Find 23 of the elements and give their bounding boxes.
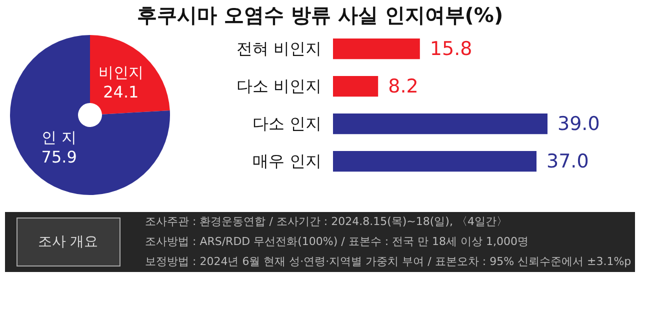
donut-slice [90, 35, 170, 114]
donut-slice [10, 35, 170, 195]
bar [333, 150, 536, 172]
text: 조사방법 : ARS/RDD 무선전화(100%) / 표본수 : 전국 만 18세 이상 1,000명 [145, 235, 529, 248]
data-label: 75.9 [41, 148, 77, 167]
bar [333, 76, 378, 97]
y-tick-label: 전혀 비인지 [236, 38, 322, 58]
data-label: 37.0 [546, 150, 589, 172]
bar [333, 38, 420, 60]
slice-label: 인 지 [42, 128, 76, 147]
y-tick-label: 다소 인지 [252, 114, 322, 133]
data-label: 24.1 [103, 82, 139, 102]
data-label: 8.2 [388, 75, 418, 98]
text: 조사주관 : 환경운동연합 / 조사기간 : 2024.8.15(목)~18(일), 〈4일간〉 [145, 215, 508, 228]
text: 조사 개요 [38, 234, 98, 250]
bar [333, 113, 548, 134]
data-label: 15.8 [430, 38, 472, 60]
y-tick-label: 다소 비인지 [236, 76, 322, 96]
y-tick-label: 매우 인지 [252, 151, 322, 170]
text: 보정방법 : 2024년 6월 현재 성·연령·지역별 가중치 부여 / 표본오차 : 95% 신뢰수준에서 ±3.1%p [145, 255, 632, 268]
data-label: 39.0 [558, 112, 600, 135]
text: 후쿠시마 오염수 방류 사실 인지여부(%) [136, 3, 504, 27]
slice-label: 비인지 [98, 63, 144, 82]
